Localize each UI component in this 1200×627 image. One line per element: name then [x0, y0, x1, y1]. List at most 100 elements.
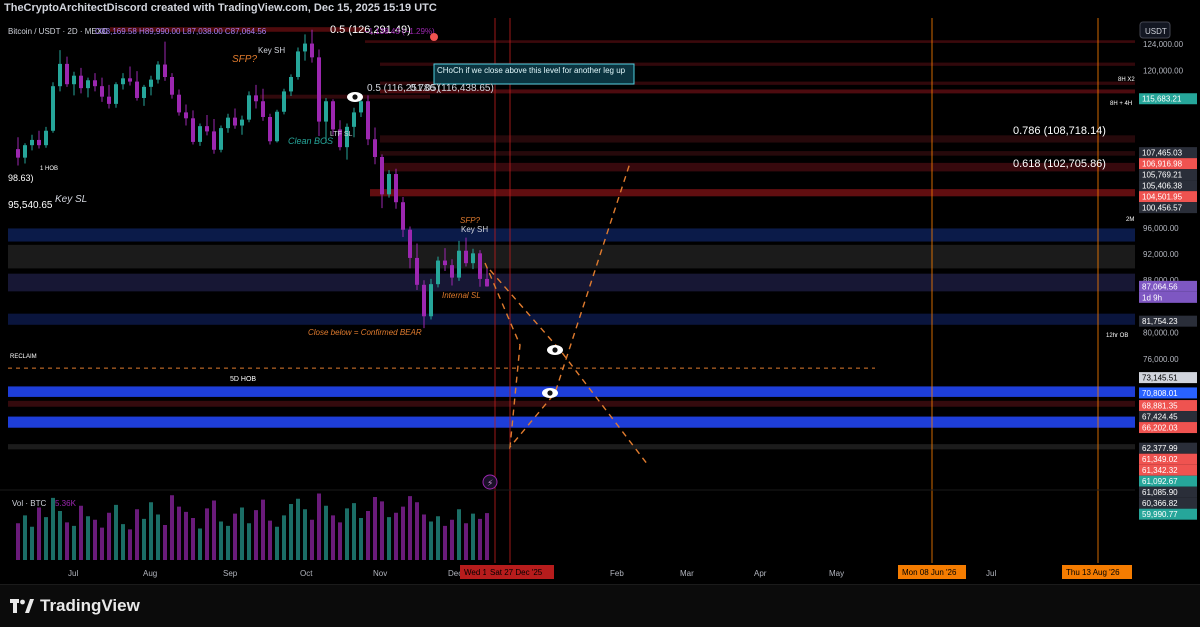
currency-button[interactable]: USDT — [1139, 21, 1171, 39]
candle[interactable] — [23, 143, 27, 164]
candle[interactable] — [86, 77, 90, 98]
candle[interactable] — [387, 170, 391, 198]
candle[interactable] — [135, 71, 139, 101]
candle[interactable] — [457, 240, 461, 281]
eye-icon[interactable] — [347, 92, 363, 102]
candle[interactable] — [345, 123, 349, 160]
volume-bar — [485, 513, 489, 560]
candle[interactable] — [212, 118, 216, 154]
candle[interactable] — [317, 49, 321, 136]
candle[interactable] — [408, 226, 412, 269]
candle[interactable] — [184, 104, 188, 126]
price-axis-tag-bg — [1139, 422, 1197, 434]
candle[interactable] — [373, 127, 377, 165]
candle[interactable] — [394, 168, 398, 209]
eye-icon[interactable] — [542, 388, 558, 398]
candle[interactable] — [422, 280, 426, 329]
candle[interactable] — [121, 73, 125, 90]
volume-bar — [254, 510, 258, 560]
eye-icon[interactable] — [547, 345, 563, 355]
price-axis[interactable]: USDT 124,000.00 120,000.00 96,000.00 92,000.… — [1137, 0, 1200, 563]
volume-bar — [58, 511, 62, 560]
zone-reclaim — [8, 386, 1135, 397]
time-marker-tag[interactable]: Mon 08 Jun '26 — [898, 565, 966, 579]
candle[interactable] — [366, 95, 370, 146]
candle[interactable] — [93, 73, 97, 92]
candle-body — [58, 63, 62, 87]
candle[interactable] — [296, 47, 300, 80]
alert-dot-icon[interactable] — [430, 33, 438, 41]
candle[interactable] — [107, 84, 111, 109]
candle[interactable] — [471, 248, 475, 270]
price-axis-tag-bg — [1139, 315, 1197, 327]
candle[interactable] — [72, 71, 76, 96]
zone-key-sl — [8, 228, 1135, 242]
candle[interactable] — [198, 123, 202, 146]
candle[interactable] — [44, 126, 48, 148]
candle[interactable] — [16, 137, 20, 166]
candle[interactable] — [464, 237, 468, 267]
candle[interactable] — [233, 108, 237, 129]
candle[interactable] — [310, 29, 314, 63]
candle[interactable] — [149, 75, 153, 96]
candle[interactable] — [205, 115, 209, 136]
candle[interactable] — [128, 66, 132, 86]
price-axis-tag: 87,064.56 1d 9h — [1139, 280, 1197, 303]
candle[interactable] — [247, 91, 251, 123]
candle[interactable] — [485, 267, 489, 287]
x-tick-label: Sep — [223, 569, 238, 578]
candle[interactable] — [170, 73, 174, 99]
candle-body — [86, 80, 90, 89]
candle-body — [345, 126, 349, 148]
candle[interactable] — [156, 61, 160, 84]
volume-bar — [471, 513, 475, 560]
volume-bar — [352, 503, 356, 560]
candle[interactable] — [352, 107, 356, 138]
candle[interactable] — [219, 125, 223, 153]
candle[interactable] — [401, 196, 405, 237]
candle[interactable] — [177, 89, 181, 116]
candle[interactable] — [450, 259, 454, 286]
candle[interactable] — [429, 278, 433, 320]
candle[interactable] — [163, 41, 167, 81]
candle[interactable] — [51, 82, 55, 133]
candle[interactable] — [114, 82, 118, 108]
candle[interactable] — [380, 154, 384, 209]
candle-body — [254, 95, 258, 102]
candle[interactable] — [37, 130, 41, 149]
candle[interactable] — [282, 88, 286, 115]
candle[interactable] — [415, 243, 419, 291]
time-axis[interactable]: Jul Aug Sep Oct Nov Dec Feb Mar Apr May Jul Wed 17S… — [0, 563, 1200, 584]
candle[interactable] — [478, 250, 482, 287]
candle[interactable] — [191, 110, 195, 145]
candle[interactable] — [331, 99, 335, 135]
candle[interactable] — [79, 67, 83, 94]
candle[interactable] — [324, 97, 328, 144]
candle[interactable] — [275, 109, 279, 143]
candle[interactable] — [65, 56, 69, 87]
volume-label: Vol · BTC — [12, 499, 46, 508]
candle[interactable] — [240, 115, 244, 135]
candle[interactable] — [303, 34, 307, 61]
price-axis-tag: 61,085.90 — [1139, 486, 1197, 498]
time-marker-tag[interactable]: Thu 13 Aug '26 — [1062, 565, 1132, 579]
candle[interactable] — [226, 113, 230, 133]
candle[interactable] — [254, 84, 258, 109]
tradingview-logo[interactable]: TradingView — [10, 596, 140, 616]
candle[interactable] — [436, 256, 440, 288]
lightning-icon[interactable]: ⚡ — [482, 474, 498, 490]
candle[interactable] — [338, 120, 342, 151]
candle[interactable] — [289, 74, 293, 97]
price-chart[interactable]: ⚡ CHoCh if we close above this level for … — [0, 0, 1200, 584]
volume-bar — [373, 497, 377, 560]
time-marker-tag[interactable]: Sat 27 Dec '25 — [486, 565, 554, 579]
candle[interactable] — [261, 88, 265, 121]
volume-bar — [450, 519, 454, 560]
candle[interactable] — [142, 84, 146, 106]
chart-background — [0, 0, 1200, 584]
candle[interactable] — [100, 77, 104, 102]
candle[interactable] — [443, 248, 447, 272]
candle[interactable] — [58, 50, 62, 92]
candle[interactable] — [30, 134, 34, 151]
candle[interactable] — [268, 113, 272, 145]
